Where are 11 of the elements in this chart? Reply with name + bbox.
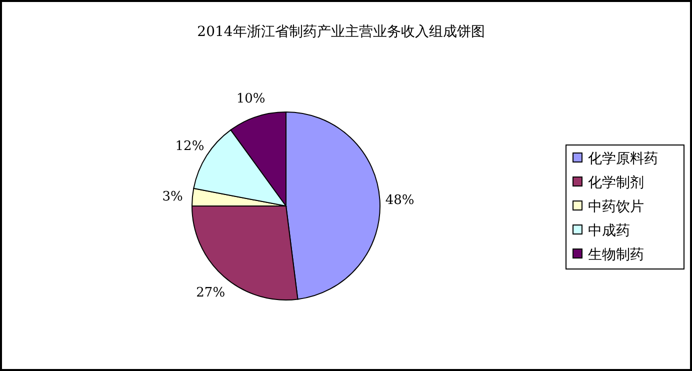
data-label: 10%	[236, 92, 266, 107]
legend-label: 化学制剂	[588, 175, 644, 191]
data-label: 3%	[162, 189, 183, 204]
legend-label: 生物制药	[588, 247, 644, 263]
legend-label: 中成药	[588, 223, 630, 239]
data-label: 12%	[175, 138, 204, 154]
legend-label: 化学原料药	[588, 151, 658, 167]
data-label: 48%	[385, 192, 414, 208]
data-label: 27%	[196, 286, 226, 301]
chart-title: 2014年浙江省制药产业主营业务收入组成饼图	[197, 24, 485, 40]
legend-label: 中药饮片	[588, 199, 644, 215]
